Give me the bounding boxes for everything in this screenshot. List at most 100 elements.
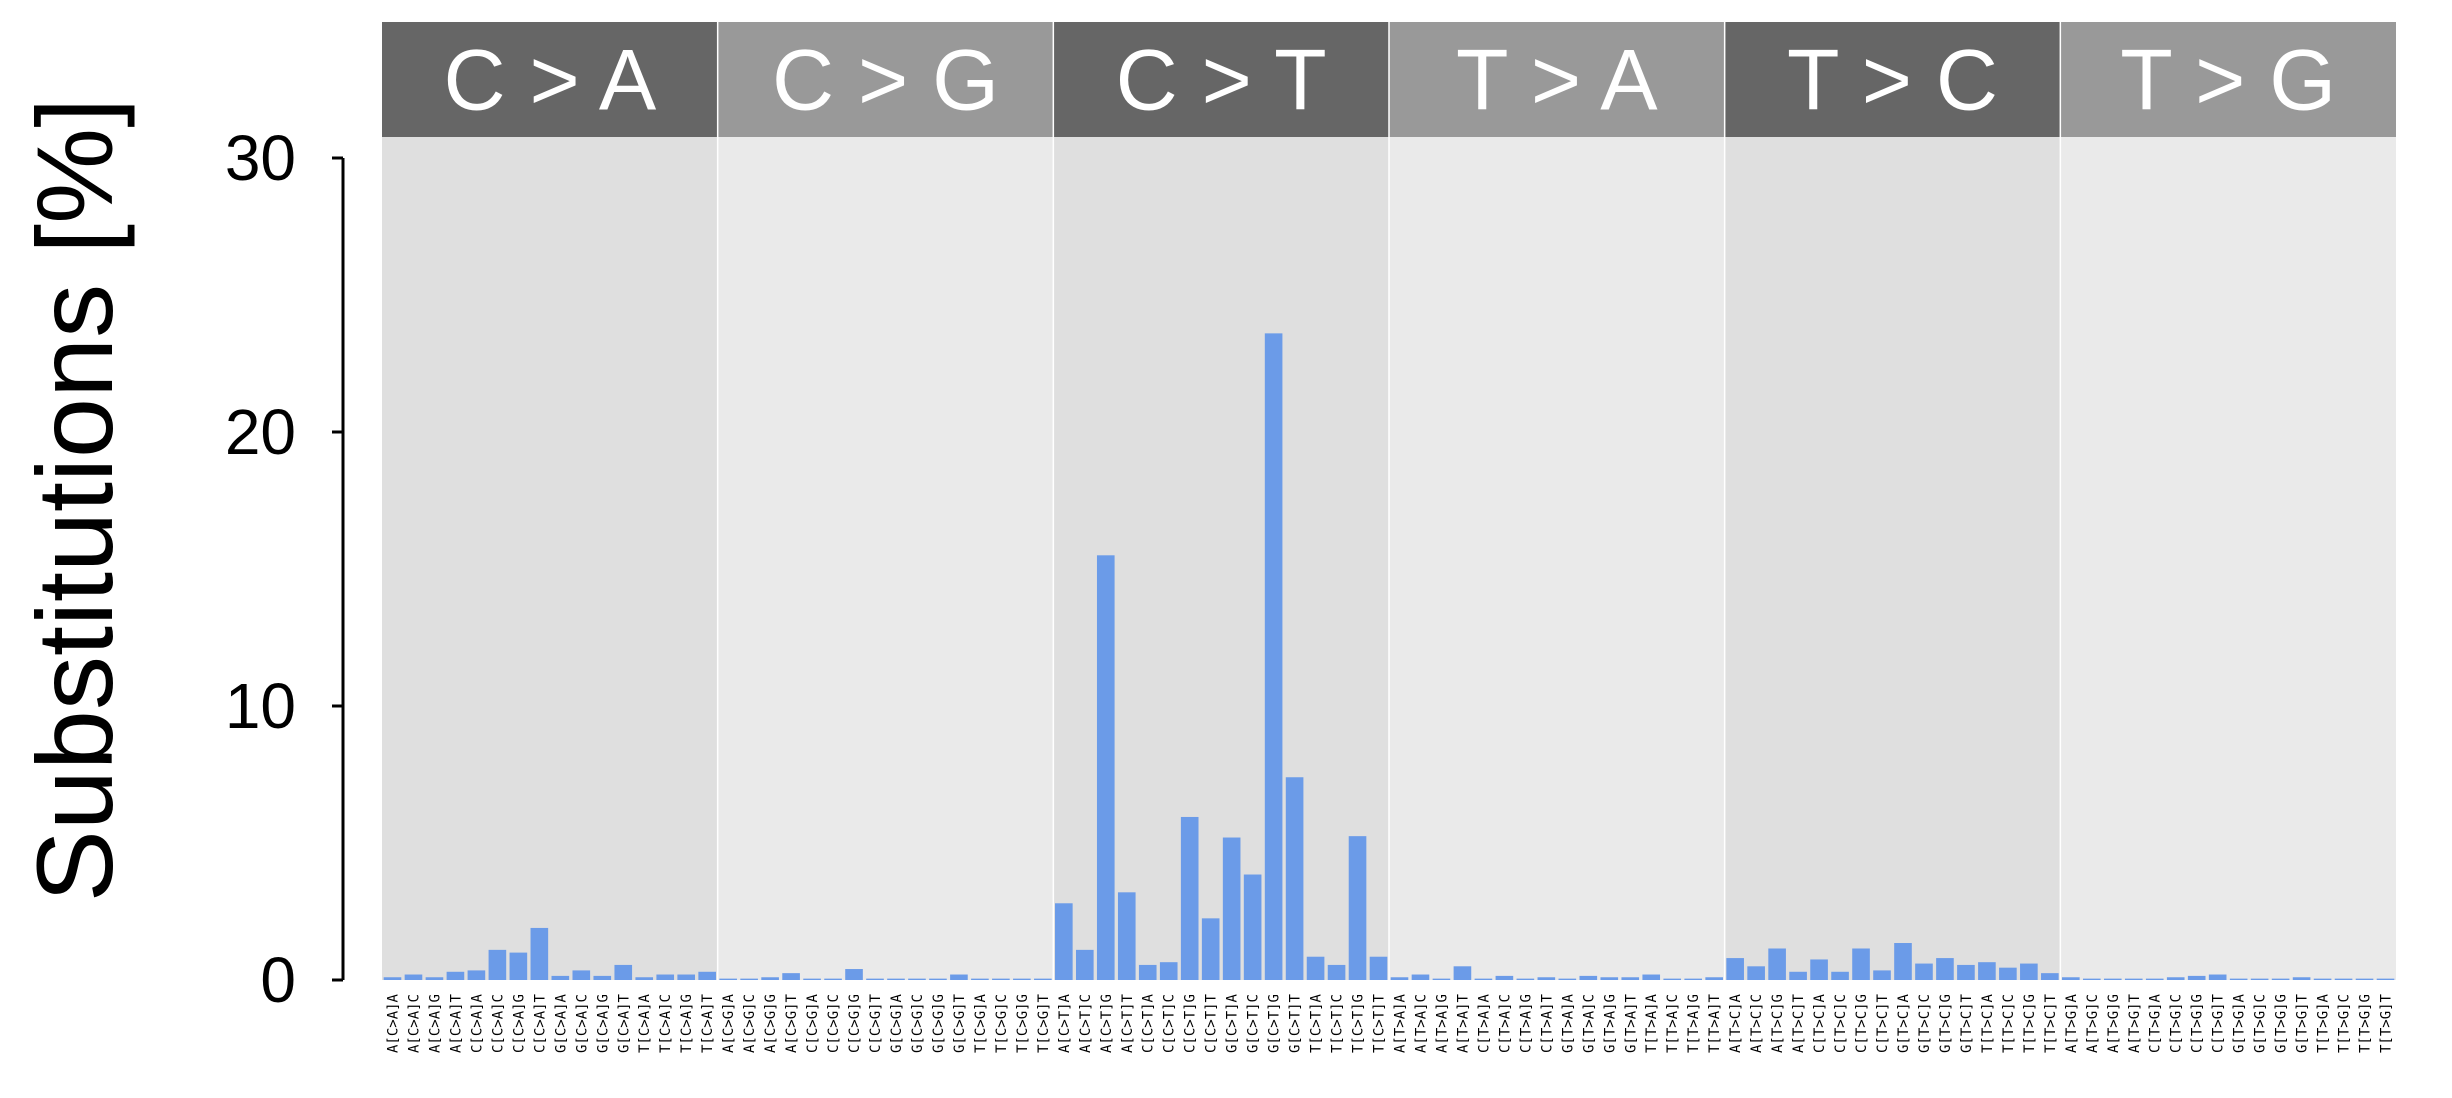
x-tick-label: A[C>A]T bbox=[448, 993, 464, 1053]
x-tick-label: G[T>G]C bbox=[2253, 994, 2269, 1053]
bar bbox=[1768, 948, 1786, 980]
y-tick-label: 30 bbox=[225, 122, 296, 194]
x-tick-label: C[T>A]T bbox=[1539, 993, 1555, 1053]
bar bbox=[2062, 977, 2080, 980]
x-tick-label: T[C>G]T bbox=[1036, 993, 1052, 1053]
x-tick-label: G[C>G]A bbox=[889, 993, 905, 1053]
x-tick-label: C[C>G]C bbox=[826, 994, 842, 1053]
x-tick-label: T[T>A]G bbox=[1686, 994, 1702, 1053]
x-tick-label: G[C>T]G bbox=[1267, 994, 1283, 1053]
bar bbox=[1579, 975, 1598, 980]
panel-header bbox=[2060, 22, 2396, 137]
bar bbox=[1243, 874, 1262, 980]
x-tick-label: C[T>G]G bbox=[2190, 994, 2206, 1053]
bar bbox=[1999, 967, 2017, 980]
panel-header bbox=[717, 22, 1054, 137]
x-tick-label: G[C>G]C bbox=[910, 994, 926, 1053]
bar bbox=[656, 974, 675, 980]
x-tick-label: A[C>G]G bbox=[763, 994, 779, 1053]
bar bbox=[1180, 816, 1199, 980]
x-tick-label: T[C>A]T bbox=[700, 993, 716, 1053]
x-tick-label: T[T>G]T bbox=[2379, 993, 2395, 1053]
x-tick-label: T[C>T]C bbox=[1330, 994, 1346, 1053]
x-tick-label: T[T>A]A bbox=[1644, 993, 1660, 1053]
bar bbox=[1117, 892, 1136, 980]
x-tick-label: G[T>G]G bbox=[2274, 994, 2290, 1053]
bar bbox=[2124, 978, 2143, 980]
bar bbox=[1705, 977, 1723, 980]
bar bbox=[1327, 964, 1346, 980]
bar bbox=[2020, 963, 2038, 980]
bar bbox=[1055, 903, 1073, 980]
bar bbox=[950, 974, 968, 980]
panel-background bbox=[2060, 137, 2396, 980]
panel-title: T > G bbox=[2120, 33, 2336, 129]
x-tick-label: C[T>A]G bbox=[1518, 994, 1534, 1053]
bar bbox=[1390, 977, 1409, 980]
x-tick-label: T[T>C]G bbox=[2022, 994, 2038, 1053]
x-tick-label: C[T>G]C bbox=[2169, 994, 2185, 1053]
bar bbox=[2376, 978, 2395, 980]
x-tick-label: G[C>A]G bbox=[595, 994, 611, 1053]
bar bbox=[1138, 964, 1157, 980]
bar bbox=[1285, 777, 1304, 980]
bar bbox=[824, 978, 842, 980]
x-tick-label: C[C>T]C bbox=[1162, 994, 1178, 1053]
bar bbox=[446, 971, 465, 980]
bars-layer bbox=[383, 333, 2395, 980]
x-tick-label: C[C>A]G bbox=[511, 994, 527, 1053]
x-tick-label: G[T>G]T bbox=[2295, 993, 2311, 1053]
x-tick-label: C[C>T]G bbox=[1183, 994, 1199, 1053]
x-tick-label: C[T>C]G bbox=[1854, 994, 1870, 1053]
bar bbox=[1306, 956, 1325, 980]
panel-title: C > T bbox=[1116, 33, 1327, 129]
bar bbox=[1159, 962, 1178, 980]
bar bbox=[2250, 978, 2269, 980]
bar bbox=[635, 977, 654, 980]
x-tick-label: A[C>G]C bbox=[742, 994, 758, 1053]
bar bbox=[887, 978, 905, 980]
x-tick-label: A[C>T]T bbox=[1120, 993, 1136, 1053]
bar bbox=[677, 974, 696, 980]
x-tick-label: C[C>G]G bbox=[847, 994, 863, 1053]
bar bbox=[992, 978, 1010, 980]
bar bbox=[383, 977, 402, 980]
x-tick-label: G[C>A]A bbox=[553, 993, 569, 1053]
panel-header bbox=[1389, 22, 1725, 137]
x-tick-label: A[T>G]C bbox=[2085, 994, 2101, 1053]
x-tick-label: T[C>T]T bbox=[1372, 993, 1388, 1053]
bar bbox=[425, 977, 444, 980]
bar bbox=[1894, 943, 1912, 980]
bar bbox=[1453, 966, 1472, 980]
bar bbox=[2313, 978, 2332, 980]
x-tick-label: G[C>A]C bbox=[574, 994, 590, 1053]
bar bbox=[803, 978, 821, 980]
x-tick-label: G[C>A]T bbox=[616, 993, 632, 1053]
x-tick-label: A[C>A]A bbox=[385, 993, 401, 1053]
bar bbox=[1600, 977, 1619, 980]
y-tick-label: 20 bbox=[225, 396, 296, 468]
panel-title: T > A bbox=[1456, 33, 1658, 129]
bar bbox=[1789, 971, 1807, 980]
x-tick-label: A[T>A]G bbox=[1434, 994, 1450, 1053]
bar bbox=[1537, 977, 1556, 980]
panel-title: C > G bbox=[772, 33, 999, 129]
bar bbox=[2355, 978, 2374, 980]
x-tick-label: C[T>G]T bbox=[2211, 993, 2227, 1053]
x-tick-label: G[T>G]A bbox=[2232, 993, 2248, 1053]
bar bbox=[1013, 978, 1031, 980]
x-tick-label: T[C>G]C bbox=[994, 994, 1010, 1053]
bar bbox=[614, 964, 633, 980]
bar bbox=[1474, 978, 1493, 980]
bar bbox=[1936, 958, 1954, 980]
x-tick-label: A[T>A]T bbox=[1455, 993, 1471, 1053]
x-tick-label: G[T>C]T bbox=[1959, 993, 1975, 1053]
bar bbox=[1663, 978, 1682, 980]
x-tick-label: T[C>G]G bbox=[1015, 994, 1031, 1053]
bar bbox=[2334, 978, 2353, 980]
bar bbox=[509, 952, 528, 980]
x-tick-label: C[T>A]C bbox=[1497, 994, 1513, 1053]
x-tick-label: G[T>A]A bbox=[1560, 993, 1576, 1053]
x-tick-label: G[T>A]T bbox=[1623, 993, 1639, 1053]
x-tick-label: A[C>T]A bbox=[1057, 993, 1073, 1053]
